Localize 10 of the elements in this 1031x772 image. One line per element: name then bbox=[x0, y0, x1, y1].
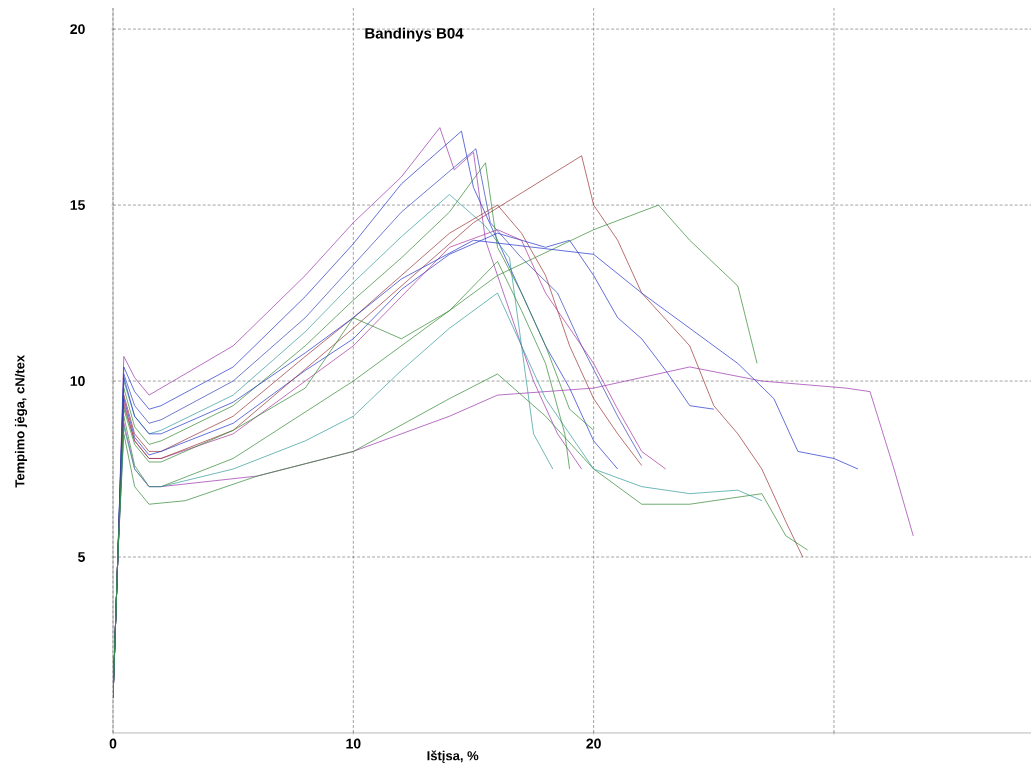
y-axis-title: Tempimo jėga, cN/tex bbox=[14, 354, 28, 488]
y-tick-label: 20 bbox=[70, 24, 85, 35]
x-tick-label: 0 bbox=[109, 738, 117, 749]
y-tick-label: 5 bbox=[78, 552, 85, 562]
x-tick-label: 20 bbox=[586, 738, 601, 749]
y-tick-label: 10 bbox=[70, 376, 85, 386]
text: Bandinys B04 bbox=[365, 27, 464, 42]
x-tick-label: 10 bbox=[346, 738, 361, 749]
x-axis-title: Ištįsa, % bbox=[427, 750, 479, 763]
y-tick-label: 15 bbox=[70, 200, 85, 210]
